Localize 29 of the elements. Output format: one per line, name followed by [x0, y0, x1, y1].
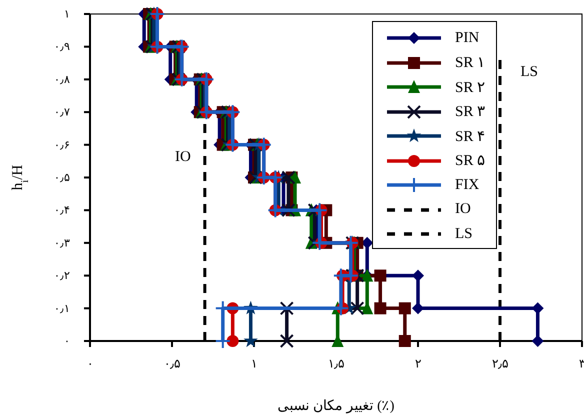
y-tick-label: ۰٫۶: [54, 139, 70, 152]
x-tick-label: ۲٫۵: [492, 356, 508, 371]
legend-label: SR ۴: [455, 128, 486, 146]
y-tick-label: ۰٫۲: [54, 270, 70, 282]
y-tick-label: ۰٫۹: [54, 41, 70, 54]
ref-line-label: IO: [174, 149, 191, 166]
legend-label: SR ۱: [455, 54, 486, 72]
y-tick-label: ۱: [64, 8, 70, 21]
legend-label: FIX: [455, 176, 480, 194]
text: IO: [455, 201, 471, 218]
x-axis-title: تغییر مکان نسبی (٪): [278, 399, 395, 414]
y-tick-label: ۰٫۵: [54, 172, 70, 184]
y-tick-label: ۰: [64, 336, 70, 348]
x-tick-label: ۰٫۵: [164, 356, 180, 371]
y-tick-label: ۰٫۱: [54, 302, 70, 315]
x-tick-label: ۱: [251, 356, 257, 371]
y-tick-label: ۰٫۴: [54, 204, 70, 217]
x-tick-label: ۰: [87, 356, 93, 371]
legend-label: SR ۲: [455, 78, 486, 97]
x-tick-label: ۱٫۵: [328, 356, 344, 371]
legend-label: SR ۳: [455, 103, 486, 122]
legend-label: PIN: [455, 30, 480, 47]
x-tick-label: ۲: [415, 356, 421, 371]
legend-label: SR ۵: [455, 152, 486, 170]
text: LS: [455, 226, 473, 242]
y-tick-label: ۰٫۷: [54, 106, 70, 119]
ref-line-label: LS: [520, 64, 538, 80]
y-tick-label: ۰٫۸: [54, 74, 70, 86]
y-tick-label: ۰٫۳: [54, 237, 70, 250]
